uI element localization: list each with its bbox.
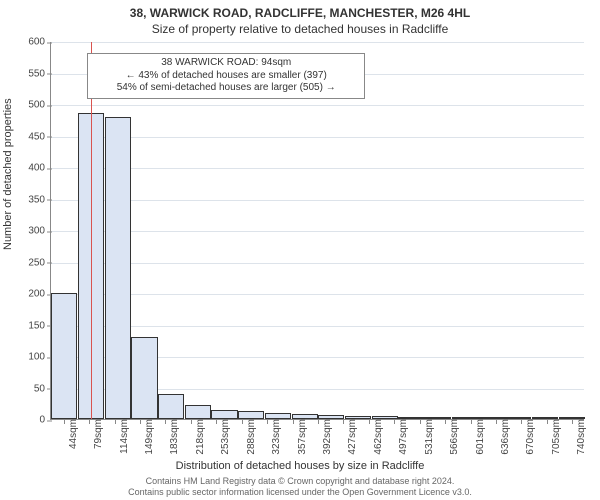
histogram-bar (211, 410, 237, 419)
x-tick-label: 79sqm (89, 419, 104, 449)
y-tick-label: 0 (39, 415, 51, 426)
y-tick-label: 100 (28, 352, 51, 363)
gridline (51, 263, 584, 264)
x-tick-label: 183sqm (165, 419, 180, 455)
title-address: 38, WARWICK ROAD, RADCLIFFE, MANCHESTER,… (0, 0, 600, 20)
x-tick-label: 462sqm (369, 419, 384, 455)
gridline (51, 42, 584, 43)
y-tick-label: 250 (28, 257, 51, 268)
y-tick-label: 450 (28, 131, 51, 142)
gridline (51, 294, 584, 295)
chart-area: 05010015020025030035040045050055060044sq… (50, 42, 584, 420)
annotation-line1: 38 WARWICK ROAD: 94sqm (94, 57, 358, 70)
annotation-box: 38 WARWICK ROAD: 94sqm ← 43% of detached… (87, 53, 365, 99)
y-tick-label: 600 (28, 37, 51, 48)
y-axis-label: Number of detached properties (2, 98, 14, 250)
y-tick-label: 550 (28, 68, 51, 79)
gridline (51, 105, 584, 106)
x-tick-label: 427sqm (343, 419, 358, 455)
histogram-bar (238, 411, 264, 419)
x-tick-label: 218sqm (191, 419, 206, 455)
y-tick-label: 200 (28, 289, 51, 300)
gridline (51, 137, 584, 138)
x-tick-label: 114sqm (115, 419, 130, 454)
title-subtitle: Size of property relative to detached ho… (0, 20, 600, 36)
annotation-line3: 54% of semi-detached houses are larger (… (94, 82, 358, 95)
x-tick-label: 670sqm (521, 419, 536, 455)
x-tick-label: 531sqm (420, 419, 435, 455)
x-tick-label: 636sqm (496, 419, 511, 455)
y-tick-label: 400 (28, 163, 51, 174)
histogram-bar (105, 117, 131, 419)
x-tick-label: 44sqm (64, 419, 79, 449)
y-tick-label: 500 (28, 100, 51, 111)
histogram-bar (51, 293, 77, 419)
y-tick-label: 150 (28, 320, 51, 331)
histogram-bar (131, 337, 157, 419)
x-tick-label: 288sqm (242, 419, 257, 455)
x-tick-label: 253sqm (216, 419, 231, 455)
histogram-bar (158, 394, 184, 419)
y-tick-label: 50 (34, 383, 51, 394)
gridline (51, 326, 584, 327)
gridline (51, 168, 584, 169)
x-tick-label: 740sqm (572, 419, 587, 455)
y-tick-label: 300 (28, 226, 51, 237)
x-tick-label: 705sqm (547, 419, 562, 455)
x-tick-label: 149sqm (140, 419, 155, 455)
gridline (51, 231, 584, 232)
footer-line1: Contains HM Land Registry data © Crown c… (0, 476, 600, 487)
footer-line2: Contains public sector information licen… (0, 487, 600, 498)
y-tick-label: 350 (28, 194, 51, 205)
x-tick-label: 392sqm (318, 419, 333, 455)
footer-attribution: Contains HM Land Registry data © Crown c… (0, 476, 600, 498)
x-tick-label: 601sqm (471, 419, 486, 455)
x-tick-label: 357sqm (293, 419, 308, 455)
x-tick-label: 566sqm (445, 419, 460, 455)
x-tick-label: 323sqm (267, 419, 282, 455)
histogram-bar (185, 405, 211, 419)
x-tick-label: 497sqm (394, 419, 409, 455)
annotation-line2: ← 43% of detached houses are smaller (39… (94, 70, 358, 83)
gridline (51, 200, 584, 201)
x-axis-label: Distribution of detached houses by size … (0, 460, 600, 472)
